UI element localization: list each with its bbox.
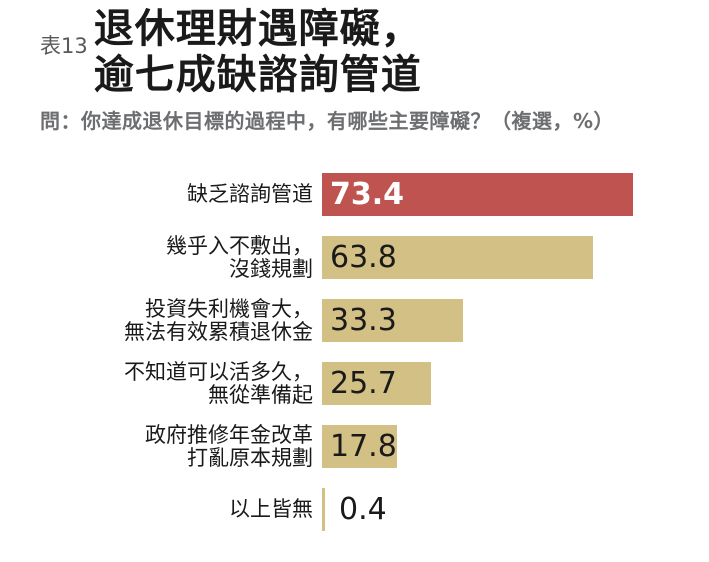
bar-track: 25.7	[322, 362, 709, 405]
bar-value: 17.8	[330, 429, 397, 464]
table-number-label: 表13	[40, 34, 88, 58]
bar-track: 0.4	[322, 488, 709, 531]
bar: 17.8	[322, 425, 397, 468]
bar-track: 63.8	[322, 236, 709, 279]
bar: 73.4	[322, 173, 633, 216]
bar-row: 不知道可以活多久， 無從準備起 25.7	[0, 359, 709, 407]
bar-label: 幾乎入不敷出， 沒錢規劃	[166, 233, 313, 281]
bar: 25.7	[322, 362, 431, 405]
bar	[322, 488, 325, 531]
bar-label: 不知道可以活多久， 無從準備起	[124, 359, 313, 407]
bar-value: 25.7	[330, 366, 397, 401]
bar-track: 17.8	[322, 425, 709, 468]
chart-header: 表13 退休理財遇障礙， 逾七成缺諮詢管道	[40, 6, 422, 98]
bar-value: 73.4	[330, 177, 405, 212]
bar-track: 73.4	[322, 173, 709, 216]
bar-label: 缺乏諮詢管道	[187, 182, 313, 206]
bar-label: 投資失利機會大， 無法有效累積退休金	[124, 296, 313, 344]
bar-row: 政府推修年金改革 打亂原本規劃 17.8	[0, 422, 709, 470]
bar-track: 33.3	[322, 299, 709, 342]
chart-title: 退休理財遇障礙， 逾七成缺諮詢管道	[94, 6, 422, 98]
bar-row: 以上皆無 0.4	[0, 488, 709, 531]
bar-row: 缺乏諮詢管道 73.4	[0, 173, 709, 216]
bar-value: 33.3	[330, 303, 397, 338]
bar-chart: 缺乏諮詢管道 73.4 幾乎入不敷出， 沒錢規劃 63.8 投資失利機會大， 無法有效累積退…	[0, 173, 709, 531]
chart-title-line-1: 退休理財遇障礙，	[93, 6, 422, 52]
bar-value: 63.8	[330, 240, 397, 275]
bar-label: 以上皆無	[229, 497, 313, 521]
chart-question: 問：你達成退休目標的過程中，有哪些主要障礙？（複選，%）	[40, 109, 615, 133]
chart-title-line-2: 逾七成缺諮詢管道	[93, 52, 422, 98]
bar: 33.3	[322, 299, 463, 342]
bar-row: 幾乎入不敷出， 沒錢規劃 63.8	[0, 233, 709, 281]
bar-row: 投資失利機會大， 無法有效累積退休金 33.3	[0, 296, 709, 344]
bar-value: 0.4	[339, 492, 387, 527]
bar: 63.8	[322, 236, 593, 279]
bar-label: 政府推修年金改革 打亂原本規劃	[145, 422, 313, 470]
